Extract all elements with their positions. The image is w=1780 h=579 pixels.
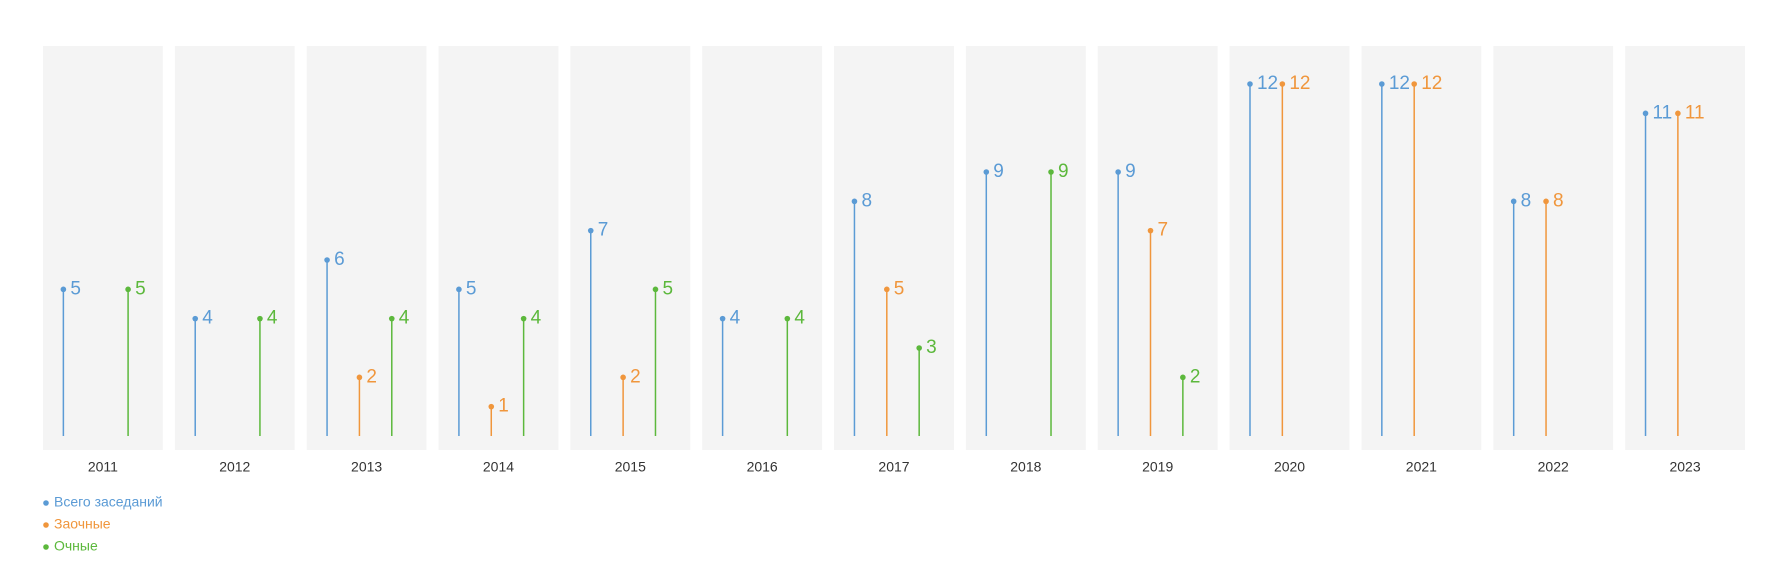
panel <box>570 46 691 450</box>
value-label: 9 <box>1058 161 1069 182</box>
x-tick-label: 2014 <box>483 459 514 475</box>
value-label: 2 <box>630 366 641 387</box>
x-tick-label: 2015 <box>615 459 646 475</box>
value-label: 5 <box>135 278 146 299</box>
value-label: 4 <box>399 308 410 329</box>
value-label: 5 <box>466 278 477 299</box>
dot <box>851 198 858 205</box>
dot <box>1048 169 1054 175</box>
panel <box>1097 46 1218 450</box>
x-tick-label: 2012 <box>219 459 250 475</box>
panel <box>1229 46 1350 450</box>
dot <box>1642 110 1649 117</box>
dot <box>1180 374 1186 381</box>
value-label: 8 <box>1553 190 1564 211</box>
legend-label: Всего заседаний <box>54 494 163 510</box>
value-label: 4 <box>531 308 542 329</box>
value-label: 2 <box>1190 366 1201 387</box>
value-label: 5 <box>70 278 81 299</box>
x-tick-label: 2022 <box>1538 459 1569 475</box>
value-label: 9 <box>1125 161 1136 182</box>
dot <box>488 403 495 410</box>
dot <box>1675 110 1681 117</box>
legend-label: Очные <box>54 538 98 554</box>
panel <box>702 46 823 450</box>
dot <box>356 374 363 381</box>
value-label: 3 <box>926 337 937 358</box>
value-label: 1 <box>498 396 509 417</box>
value-label: 4 <box>267 308 278 329</box>
dot <box>1411 81 1417 87</box>
legend-label: Заочные <box>54 516 111 532</box>
x-tick-label: 2023 <box>1669 459 1700 475</box>
dot <box>719 315 726 322</box>
x-tick-label: 2013 <box>351 459 382 475</box>
dot <box>1279 81 1286 87</box>
dot <box>620 374 626 381</box>
value-label: 11 <box>1685 102 1705 123</box>
value-label: 8 <box>861 190 872 211</box>
dot <box>884 286 890 293</box>
panel <box>1361 46 1482 450</box>
panel <box>306 46 427 450</box>
panel <box>43 46 163 450</box>
value-label: 12 <box>1289 73 1310 94</box>
dot <box>520 315 527 322</box>
value-label: 9 <box>993 161 1004 182</box>
dot <box>784 315 791 322</box>
value-label: 4 <box>202 308 213 329</box>
value-label: 5 <box>894 278 905 299</box>
panel <box>174 46 295 450</box>
value-label: 12 <box>1421 73 1442 94</box>
value-label: 11 <box>1653 102 1673 123</box>
value-label: 6 <box>334 249 345 270</box>
value-label: 12 <box>1257 73 1278 94</box>
x-tick-label: 2020 <box>1274 459 1305 475</box>
value-label: 12 <box>1389 73 1410 94</box>
panel <box>834 46 954 450</box>
legend-dot <box>43 544 49 550</box>
value-label: 5 <box>662 278 673 299</box>
x-tick-label: 2021 <box>1406 459 1437 475</box>
dot <box>125 286 131 293</box>
dot <box>1379 81 1385 87</box>
dot <box>192 315 199 322</box>
dot <box>60 286 67 293</box>
dot <box>456 286 462 293</box>
value-label: 7 <box>598 220 609 241</box>
dot <box>324 257 330 263</box>
value-label: 7 <box>1158 220 1169 241</box>
x-tick-label: 2018 <box>1010 459 1041 475</box>
x-tick-label: 2019 <box>1142 459 1173 475</box>
legend-dot <box>43 500 49 506</box>
legend-dot <box>43 522 49 528</box>
x-tick-label: 2017 <box>878 459 909 475</box>
value-label: 4 <box>730 308 741 329</box>
dot <box>388 315 395 322</box>
dot <box>652 286 659 293</box>
dot <box>983 169 990 175</box>
panel <box>965 46 1086 450</box>
value-label: 2 <box>366 366 377 387</box>
value-label: 8 <box>1521 190 1532 211</box>
dot <box>257 315 263 322</box>
dot <box>1543 198 1549 205</box>
panel <box>438 46 559 450</box>
dot <box>1510 198 1517 205</box>
x-tick-label: 2016 <box>747 459 778 475</box>
dot <box>1247 81 1253 87</box>
dot <box>916 345 922 351</box>
value-label: 4 <box>794 308 805 329</box>
x-tick-label: 2011 <box>88 459 118 475</box>
dot <box>1115 169 1121 175</box>
panel <box>1493 46 1614 450</box>
dot <box>587 227 594 234</box>
dot <box>1147 227 1154 234</box>
